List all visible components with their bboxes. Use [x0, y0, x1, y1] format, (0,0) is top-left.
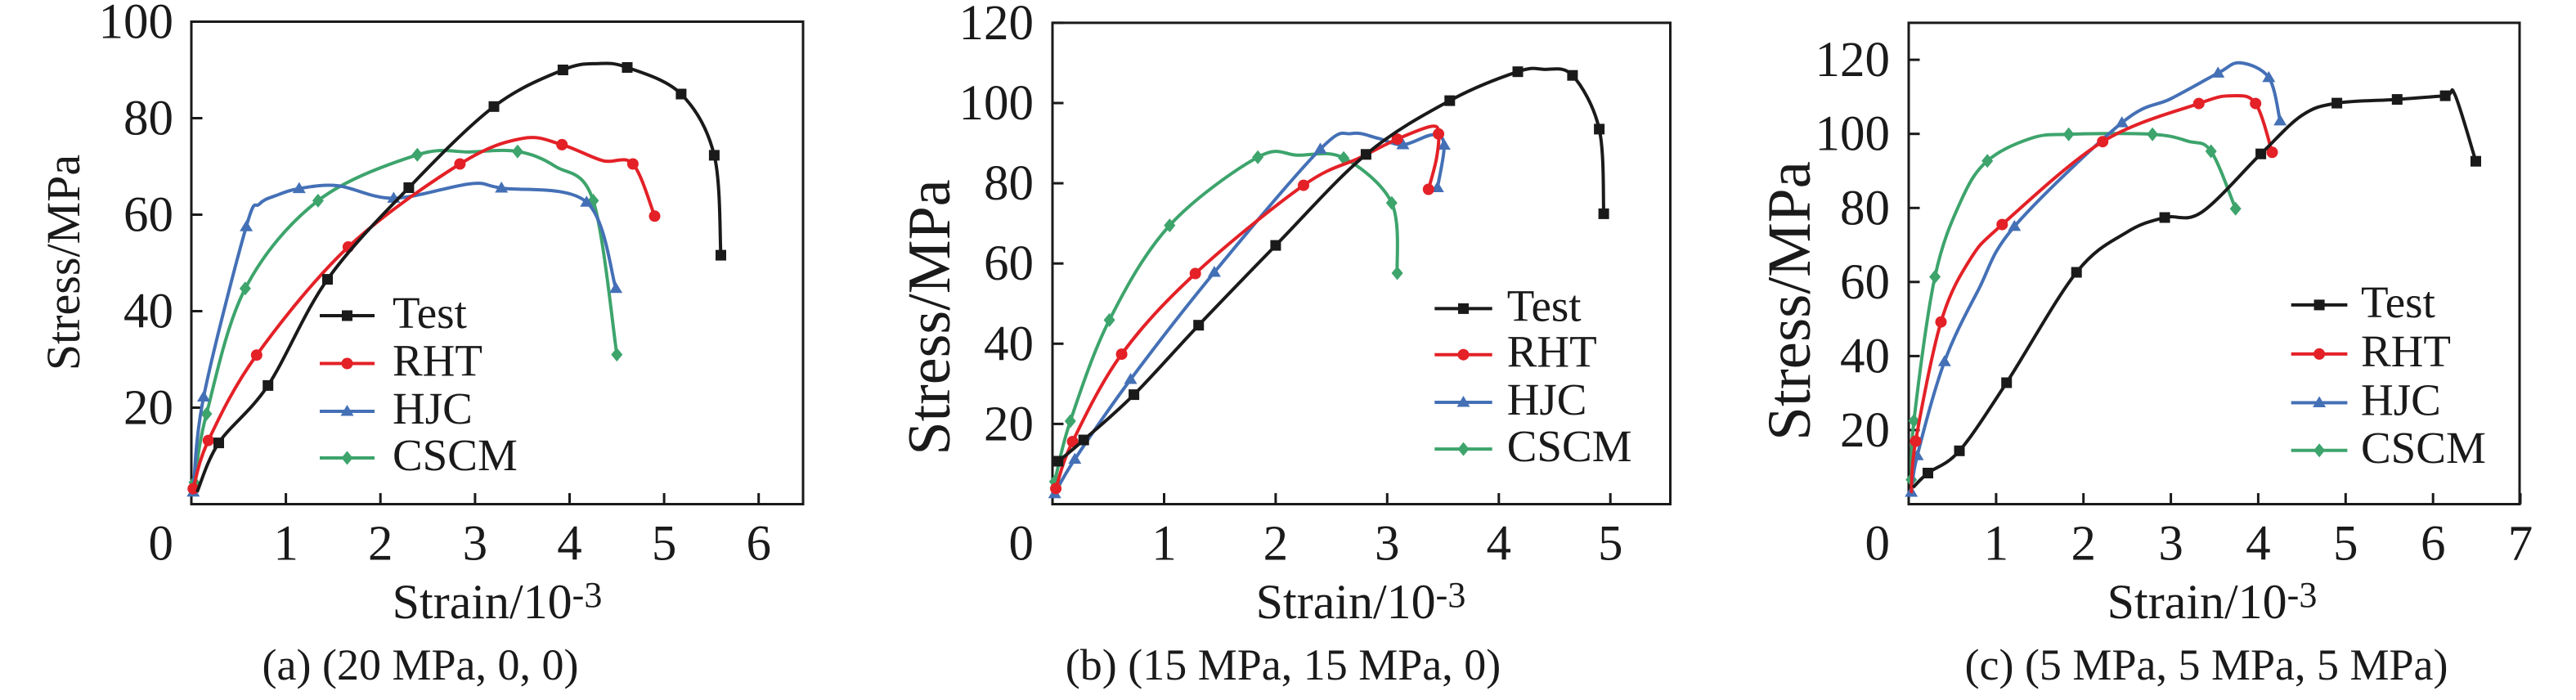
svg-text:RHT: RHT: [1507, 327, 1597, 377]
svg-text:100: 100: [1815, 107, 1891, 162]
svg-text:CSCM: CSCM: [1507, 421, 1632, 471]
svg-text:RHT: RHT: [2361, 326, 2451, 376]
svg-text:120: 120: [959, 0, 1034, 51]
svg-text:120: 120: [1815, 33, 1891, 88]
svg-text:6: 6: [746, 517, 771, 572]
svg-text:5: 5: [652, 517, 677, 572]
svg-text:80: 80: [984, 156, 1034, 211]
svg-text:100: 100: [99, 0, 174, 50]
svg-text:3: 3: [1375, 517, 1400, 572]
svg-text:HJC: HJC: [2361, 375, 2441, 425]
svg-text:40: 40: [984, 316, 1034, 371]
svg-text:CSCM: CSCM: [393, 430, 518, 480]
svg-text:100: 100: [959, 76, 1034, 131]
svg-text:60: 60: [123, 188, 173, 243]
svg-text:60: 60: [1840, 255, 1890, 310]
svg-text:2: 2: [368, 517, 393, 572]
svg-text:RHT: RHT: [393, 336, 482, 386]
svg-text:60: 60: [984, 236, 1034, 291]
svg-text:20: 20: [1840, 403, 1890, 458]
svg-text:5: 5: [1598, 517, 1623, 572]
svg-text:6: 6: [2421, 517, 2446, 572]
svg-text:HJC: HJC: [1507, 375, 1587, 424]
svg-text:40: 40: [1840, 329, 1890, 384]
svg-text:0: 0: [1009, 517, 1034, 572]
svg-text:1: 1: [273, 517, 298, 572]
svg-text:Strain/10-3: Strain/10-3: [2107, 575, 2318, 629]
svg-text:4: 4: [1487, 517, 1512, 572]
svg-text:Test: Test: [1507, 280, 1582, 330]
svg-text:80: 80: [123, 92, 173, 146]
svg-text:2: 2: [2071, 517, 2096, 572]
svg-text:5: 5: [2333, 517, 2358, 572]
svg-text:CSCM: CSCM: [2361, 423, 2486, 473]
svg-text:20: 20: [984, 397, 1034, 451]
svg-text:3: 3: [2158, 517, 2183, 572]
svg-text:Stress/MPa: Stress/MPa: [896, 179, 963, 455]
svg-text:Strain/10-3: Strain/10-3: [393, 575, 603, 629]
svg-text:20: 20: [123, 381, 173, 436]
svg-text:0: 0: [1865, 517, 1891, 572]
svg-text:80: 80: [1840, 181, 1890, 236]
svg-text:Stress/MPa: Stress/MPa: [37, 155, 90, 370]
svg-text:4: 4: [557, 517, 582, 572]
svg-text:Stress/MPa: Stress/MPa: [1756, 161, 1824, 441]
svg-text:Test: Test: [393, 288, 467, 338]
svg-text:Test: Test: [2361, 277, 2435, 327]
svg-text:Strain/10-3: Strain/10-3: [1256, 575, 1466, 629]
svg-text:7: 7: [2508, 517, 2533, 572]
svg-text:0: 0: [149, 517, 174, 572]
svg-text:(b) (15 MPa, 15 MPa, 0): (b) (15 MPa, 15 MPa, 0): [1066, 640, 1501, 689]
svg-text:4: 4: [2246, 517, 2271, 572]
svg-text:40: 40: [123, 285, 173, 339]
svg-text:HJC: HJC: [393, 384, 473, 433]
svg-text:3: 3: [463, 517, 488, 572]
svg-text:1: 1: [1984, 517, 2009, 572]
svg-text:1: 1: [1151, 517, 1177, 572]
svg-text:2: 2: [1263, 517, 1289, 572]
svg-text:(a) (20 MPa, 0, 0): (a) (20 MPa, 0, 0): [263, 640, 579, 689]
svg-text:(c) (5 MPa, 5 MPa, 5 MPa): (c) (5 MPa, 5 MPa, 5 MPa): [1965, 640, 2448, 689]
